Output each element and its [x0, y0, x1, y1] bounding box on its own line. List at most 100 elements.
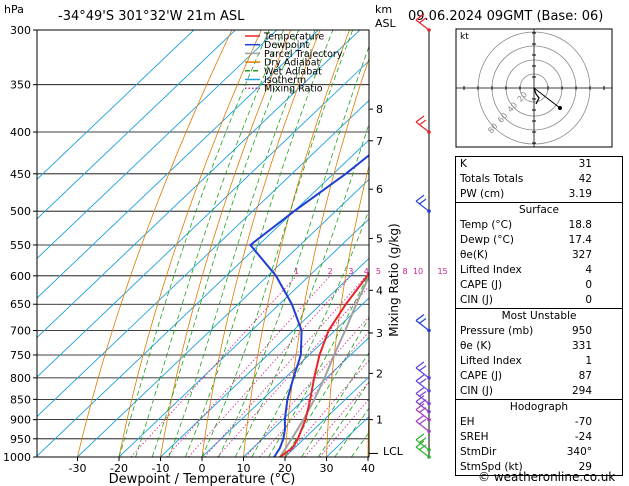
- wind-barb-flag: [418, 418, 427, 425]
- hodograph-table-title: Hodograph: [509, 401, 569, 413]
- row-value: 0: [585, 294, 592, 306]
- table-row: CIN (J) 294: [456, 384, 622, 399]
- row-label: Lifted Index: [460, 264, 522, 276]
- wet-adiabat-line: [251, 208, 369, 457]
- row-value: 29: [578, 461, 592, 473]
- wind-barb-dot: [427, 448, 431, 452]
- row-label: CAPE (J): [460, 370, 503, 382]
- mixing-ratio-line: [259, 331, 369, 457]
- wind-barb-dot: [427, 429, 431, 434]
- wind-barb-flag: [415, 387, 425, 394]
- temperature-line: [279, 271, 369, 457]
- km-tick-label: 7: [376, 135, 383, 148]
- footer-credit[interactable]: © weatheronline.co.uk: [478, 470, 616, 484]
- wind-barb-flag: [415, 433, 425, 441]
- km-tick-label: 1: [376, 414, 383, 427]
- wind-barb-staff: [415, 420, 430, 432]
- wind-barb-flag: [415, 194, 425, 202]
- mixing-ratio-label: 1: [294, 267, 299, 276]
- table-row: EH -70: [456, 415, 622, 430]
- dry-adiabat-line: [326, 163, 369, 457]
- row-label: CIN (J): [460, 294, 493, 306]
- legend-label: Dry Adiabat: [264, 58, 321, 69]
- table-row: θe (K) 331: [456, 339, 622, 354]
- p-tick-label: 850: [10, 393, 31, 406]
- wind-barb-flag: [418, 119, 427, 126]
- km-tick-label: 6: [376, 183, 383, 196]
- mixing-ratio-label: 5: [376, 267, 381, 276]
- dry-adiabat-line: [201, 30, 321, 457]
- isotherm-line: [243, 336, 369, 457]
- row-value: 327: [571, 249, 592, 261]
- wind-barb-flag: [418, 17, 427, 24]
- isotherm-line: [37, 139, 369, 457]
- wet-adiabat-line: [151, 30, 300, 457]
- mixing-ratio-line: [285, 359, 369, 457]
- wind-barb-flag: [418, 407, 427, 414]
- wind-barb-dot: [427, 328, 431, 333]
- wind-barb-dot: [427, 376, 431, 380]
- wind-barb-staff: [415, 200, 430, 212]
- wet-adiabat-line: [284, 317, 369, 457]
- row-label: CIN (J): [460, 385, 493, 397]
- p-tick-label: 400: [10, 126, 31, 139]
- x-tick-label: 10: [237, 462, 251, 475]
- table-row: Pressure (mb) 950: [456, 324, 622, 339]
- row-label: Pressure (mb): [460, 325, 534, 337]
- mixing-ratio-label: 10: [413, 267, 423, 276]
- wind-barb-flag: [415, 395, 425, 403]
- table-row: θe(K) 327: [456, 248, 622, 263]
- row-label: Dewp (°C): [460, 234, 514, 246]
- row-label: SREH: [460, 431, 489, 443]
- isotherm-line: [37, 30, 319, 299]
- row-label: StmDir: [460, 446, 497, 458]
- row-value: 17.4: [568, 234, 592, 246]
- table-row: K 31: [456, 157, 622, 172]
- row-value: 340°: [566, 446, 592, 458]
- wind-barb-dot: [427, 417, 431, 422]
- row-value: -70: [574, 416, 592, 428]
- wind-barb-staff: [415, 409, 430, 421]
- wind-barb-flag: [415, 414, 425, 422]
- dry-adiabat-line: [284, 57, 369, 457]
- mixing-ratio-line: [217, 285, 369, 457]
- surface-title: Surface: [518, 204, 559, 216]
- table-row: Temp (°C) 18.8: [456, 218, 622, 233]
- storm-motion-vector: [533, 87, 561, 109]
- wind-barb-dot: [427, 455, 431, 459]
- km-tick-label: 5: [376, 232, 383, 245]
- wind-barb-flag: [415, 440, 425, 448]
- row-label: StmSpd (kt): [460, 461, 523, 473]
- storm-motion-dot: [558, 106, 562, 110]
- wind-barb-staff: [415, 380, 430, 392]
- legend-label: Temperature: [263, 32, 324, 43]
- table-row: Totals Totals 42: [456, 172, 622, 187]
- table-row: StmDir 340°: [456, 445, 622, 460]
- row-label: EH: [460, 416, 475, 428]
- wind-barb-flag: [415, 374, 425, 382]
- row-label: PW (cm): [460, 188, 505, 200]
- table-row: StmSpd (kt) 29: [456, 460, 622, 475]
- row-label: Lifted Index: [460, 355, 522, 367]
- legend-label: Parcel Trajectory: [264, 49, 343, 60]
- row-value: 0: [585, 279, 592, 291]
- wind-barb-staff: [415, 393, 430, 404]
- table-row: Lifted Index 4: [456, 263, 622, 278]
- wind-barb-flag: [415, 314, 425, 321]
- wind-barb-staff: [415, 121, 430, 133]
- row-label: CAPE (J): [460, 279, 503, 291]
- table-row: CAPE (J) 87: [456, 369, 622, 384]
- hodograph-trace: [533, 87, 540, 105]
- dewpoint-line: [248, 153, 369, 457]
- isotherm-line: [37, 30, 236, 220]
- wind-barb-flag: [415, 403, 425, 411]
- table-row: Dewp (°C) 17.4: [456, 233, 622, 248]
- x-tick-label: -20: [110, 462, 128, 475]
- isotherm-line: [160, 257, 369, 457]
- wind-barb-dot: [427, 401, 431, 406]
- wind-barb-staff: [415, 320, 430, 331]
- mixing-ratio-label: 3: [348, 267, 353, 276]
